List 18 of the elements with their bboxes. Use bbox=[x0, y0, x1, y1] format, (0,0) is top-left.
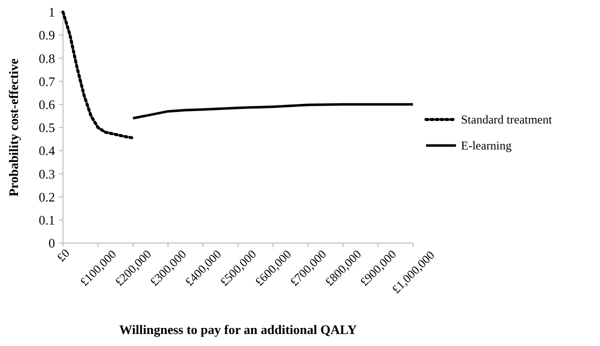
y-axis-title: Probability cost-effective bbox=[6, 58, 21, 197]
legend-label: Standard treatment bbox=[461, 112, 553, 127]
y-tick-label: 0.4 bbox=[38, 143, 56, 158]
y-tick-label: 0.2 bbox=[38, 189, 55, 204]
legend-label: E-learning bbox=[461, 138, 512, 153]
line-series bbox=[132, 103, 414, 120]
y-tick-label: 1 bbox=[48, 4, 55, 20]
y-tick-label: 0.1 bbox=[38, 212, 55, 228]
y-tick-label: 0.9 bbox=[38, 28, 55, 43]
y-tick-label: 0 bbox=[48, 236, 55, 251]
y-tick-label: 0.7 bbox=[38, 74, 56, 89]
y-tick-label: 0.5 bbox=[38, 120, 55, 136]
line-series bbox=[62, 10, 134, 140]
x-axis-title: Willingness to pay for an additional QALY bbox=[119, 322, 358, 337]
y-tick-label: 0.6 bbox=[38, 96, 56, 112]
y-tick-label: 0.8 bbox=[38, 50, 55, 66]
y-tick-label: 0.3 bbox=[38, 166, 55, 182]
x-tick-label: £0 bbox=[54, 246, 72, 265]
